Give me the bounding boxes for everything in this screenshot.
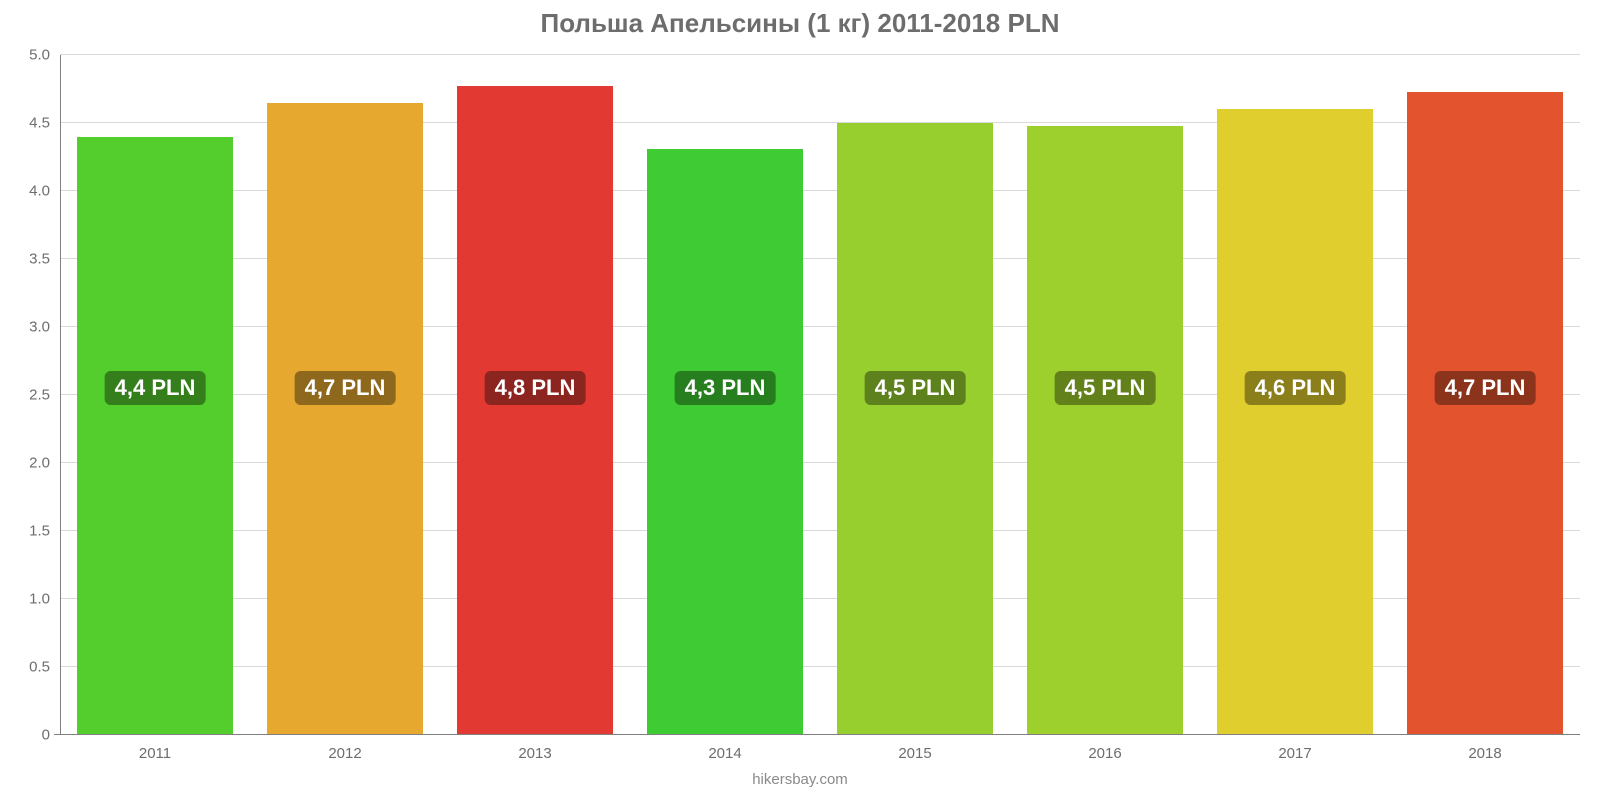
bar-chart: Польша Апельсины (1 кг) 2011-2018 PLN 4,… bbox=[0, 0, 1600, 800]
y-tick-label: 4.0 bbox=[29, 183, 60, 200]
x-tick-label: 2017 bbox=[1278, 735, 1311, 762]
bar-value-badge: 4,8 PLN bbox=[485, 371, 586, 405]
y-tick-label: 3.0 bbox=[29, 319, 60, 336]
chart-title: Польша Апельсины (1 кг) 2011-2018 PLN bbox=[0, 8, 1600, 39]
x-tick-label: 2016 bbox=[1088, 735, 1121, 762]
bar bbox=[457, 86, 613, 735]
bar-value-badge: 4,7 PLN bbox=[295, 371, 396, 405]
y-tick-label: 1.5 bbox=[29, 523, 60, 540]
x-tick-label: 2018 bbox=[1468, 735, 1501, 762]
bars-container: 4,4 PLN20114,7 PLN20124,8 PLN20134,3 PLN… bbox=[60, 55, 1580, 735]
bar bbox=[77, 137, 233, 735]
bar bbox=[1407, 92, 1563, 735]
bar-slot: 4,8 PLN2013 bbox=[440, 55, 630, 735]
bar bbox=[1217, 109, 1373, 735]
bar-value-badge: 4,4 PLN bbox=[105, 371, 206, 405]
y-tick-label: 1.0 bbox=[29, 591, 60, 608]
bar-slot: 4,3 PLN2014 bbox=[630, 55, 820, 735]
y-tick-label: 0.5 bbox=[29, 659, 60, 676]
y-tick-label: 2.0 bbox=[29, 455, 60, 472]
bar-slot: 4,7 PLN2012 bbox=[250, 55, 440, 735]
bar-value-badge: 4,5 PLN bbox=[865, 371, 966, 405]
y-axis-line bbox=[60, 55, 61, 735]
bar-slot: 4,7 PLN2018 bbox=[1390, 55, 1580, 735]
bar bbox=[647, 149, 803, 735]
x-tick-label: 2011 bbox=[139, 735, 171, 762]
bar bbox=[837, 123, 993, 735]
plot-area: 4,4 PLN20114,7 PLN20124,8 PLN20134,3 PLN… bbox=[60, 55, 1580, 735]
x-tick-label: 2013 bbox=[518, 735, 551, 762]
bar-slot: 4,6 PLN2017 bbox=[1200, 55, 1390, 735]
y-tick-label: 5.0 bbox=[29, 47, 60, 64]
x-axis-line bbox=[54, 734, 1580, 735]
bar-value-badge: 4,6 PLN bbox=[1245, 371, 1346, 405]
y-tick-label: 4.5 bbox=[29, 115, 60, 132]
bar-value-badge: 4,5 PLN bbox=[1055, 371, 1156, 405]
chart-footer: hikersbay.com bbox=[0, 771, 1600, 788]
x-tick-label: 2014 bbox=[708, 735, 741, 762]
bar bbox=[267, 103, 423, 735]
bar-slot: 4,5 PLN2015 bbox=[820, 55, 1010, 735]
y-tick-label: 3.5 bbox=[29, 251, 60, 268]
y-tick-label: 2.5 bbox=[29, 387, 60, 404]
bar-slot: 4,4 PLN2011 bbox=[60, 55, 250, 735]
bar-slot: 4,5 PLN2016 bbox=[1010, 55, 1200, 735]
y-tick-label: 0 bbox=[42, 727, 60, 744]
bar-value-badge: 4,7 PLN bbox=[1435, 371, 1536, 405]
x-tick-label: 2015 bbox=[898, 735, 931, 762]
bar-value-badge: 4,3 PLN bbox=[675, 371, 776, 405]
bar bbox=[1027, 126, 1183, 735]
x-tick-label: 2012 bbox=[328, 735, 361, 762]
